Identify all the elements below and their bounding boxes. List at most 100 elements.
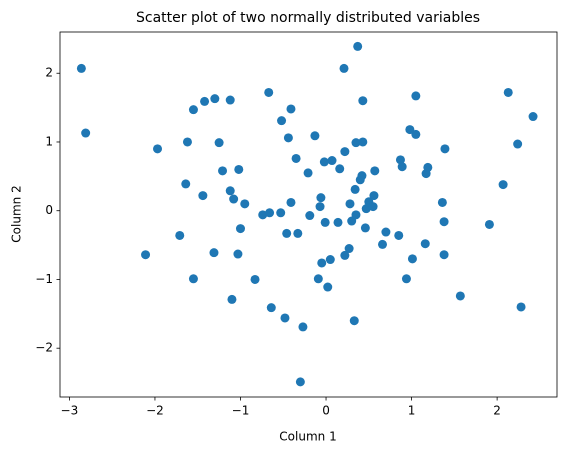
scatter-point: [250, 274, 260, 284]
scatter-point: [360, 223, 370, 233]
scatter-point: [182, 137, 192, 147]
scatter-point: [340, 147, 350, 157]
x-tick-label: −1: [232, 404, 250, 418]
scatter-point: [407, 254, 417, 264]
scatter-point: [265, 208, 275, 218]
scatter-point: [339, 63, 349, 73]
scatter-point: [350, 184, 360, 194]
scatter-point: [310, 131, 320, 141]
scatter-point: [381, 227, 391, 237]
scatter-point: [218, 166, 228, 176]
scatter-point: [188, 105, 198, 115]
scatter-point: [401, 274, 411, 284]
scatter-point: [291, 153, 301, 163]
scatter-point: [198, 191, 208, 201]
scatter-point: [411, 129, 421, 139]
scatter-point: [344, 244, 354, 254]
scatter-point: [320, 217, 330, 227]
scatter-point: [440, 144, 450, 154]
scatter-point: [214, 138, 224, 148]
x-tick-label: 0: [322, 404, 330, 418]
scatter-point: [351, 138, 361, 148]
scatter-point: [153, 144, 163, 154]
scatter-point: [317, 258, 327, 268]
scatter-point: [181, 179, 191, 189]
scatter-point: [323, 282, 333, 292]
chart-title: Scatter plot of two normally distributed…: [136, 10, 480, 26]
axes-frame: [59, 31, 558, 398]
scatter-point: [316, 193, 326, 203]
scatter-point: [335, 164, 345, 174]
scatter-point: [240, 199, 250, 209]
scatter-point: [439, 250, 449, 260]
y-tick-label: 1: [45, 134, 53, 148]
scatter-point: [345, 199, 355, 209]
scatter-point: [423, 162, 433, 172]
scatter-point: [411, 91, 421, 101]
scatter-point: [235, 224, 245, 234]
scatter-point: [210, 94, 220, 104]
x-tick-label: 1: [408, 404, 416, 418]
scatter-point: [437, 197, 447, 207]
scatter-point: [358, 137, 368, 147]
scatter-point: [349, 316, 359, 326]
scatter-point: [81, 128, 91, 138]
scatter-point: [353, 41, 363, 51]
y-tick-label: 2: [45, 66, 53, 80]
scatter-point: [200, 96, 210, 106]
scatter-point: [357, 171, 367, 181]
scatter-point: [303, 168, 313, 178]
scatter-point: [175, 230, 185, 240]
scatter-point: [305, 211, 315, 221]
scatter-point: [395, 155, 405, 165]
scatter-point: [295, 377, 305, 387]
y-tick-label: −1: [35, 272, 53, 286]
scatter-point: [76, 63, 86, 73]
y-axis-label: Column 2: [10, 185, 24, 242]
scatter-point: [377, 239, 387, 249]
scatter-point: [225, 186, 235, 196]
x-axis-label: Column 1: [279, 430, 336, 444]
scatter-point: [277, 116, 287, 126]
scatter-point: [319, 157, 329, 167]
scatter-point: [313, 274, 323, 284]
scatter-point: [370, 166, 380, 176]
scatter-point: [283, 133, 293, 143]
scatter-point: [325, 255, 335, 265]
scatter-point: [188, 274, 198, 284]
x-tick-label: −2: [146, 404, 164, 418]
scatter-point: [280, 313, 290, 323]
scatter-point: [484, 219, 494, 229]
scatter-point: [233, 249, 243, 259]
scatter-point: [516, 302, 526, 312]
scatter-point: [503, 87, 513, 97]
scatter-point: [340, 250, 350, 260]
scatter-point: [227, 294, 237, 304]
scatter-point: [528, 112, 538, 122]
scatter-point: [405, 125, 415, 135]
scatter-point: [394, 230, 404, 240]
scatter-point: [282, 228, 292, 238]
scatter-point: [264, 87, 274, 97]
scatter-point: [141, 250, 151, 260]
scatter-point: [286, 197, 296, 207]
scatter-point: [266, 303, 276, 313]
x-tick-label: −3: [61, 404, 79, 418]
y-tick-label: −2: [35, 341, 53, 355]
scatter-point: [369, 191, 379, 201]
scatter-point: [225, 95, 235, 105]
scatter-point: [286, 104, 296, 114]
scatter-point: [439, 217, 449, 227]
scatter-point: [333, 217, 343, 227]
scatter-point: [327, 156, 337, 166]
scatter-point: [315, 202, 325, 212]
scatter-point: [397, 162, 407, 172]
scatter-point: [358, 96, 368, 106]
scatter-point: [455, 291, 465, 301]
scatter-point: [498, 180, 508, 190]
scatter-point: [258, 210, 268, 220]
y-tick-label: 0: [45, 203, 53, 217]
scatter-point: [229, 194, 239, 204]
scatter-point: [293, 228, 303, 238]
